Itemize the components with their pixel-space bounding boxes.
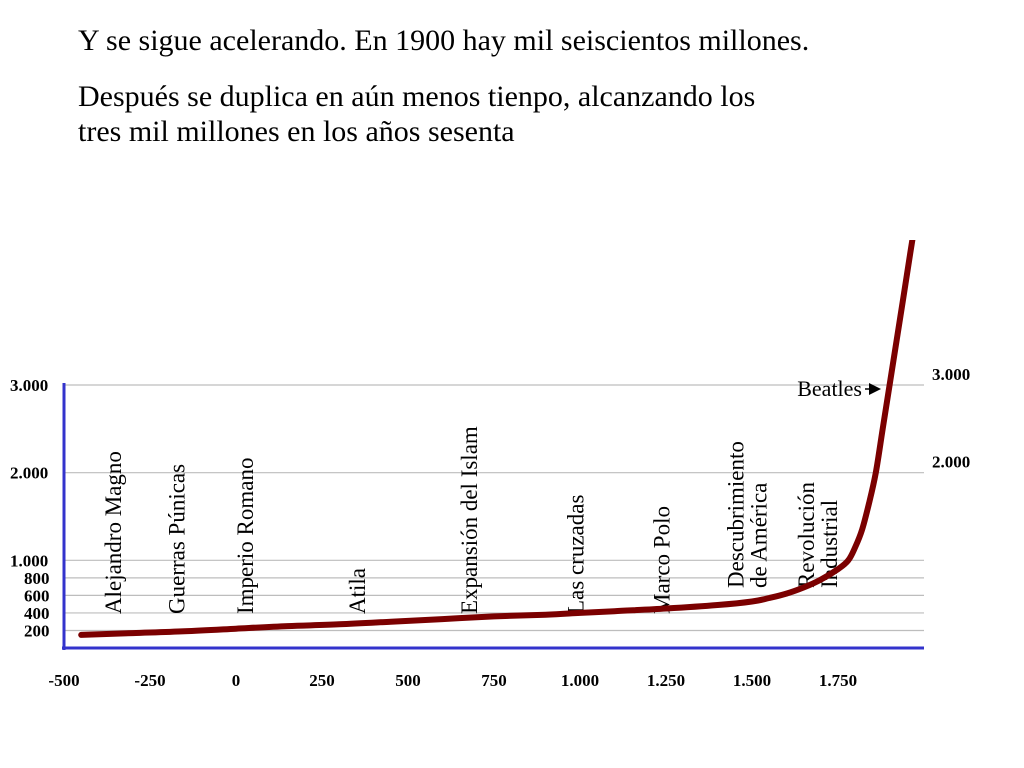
y-tick-label-600: 600 — [24, 586, 50, 605]
y-tick-label-800: 800 — [24, 569, 50, 588]
event-label-1: Guerras Púnicas — [164, 464, 189, 614]
event-label-line: Atila — [345, 568, 370, 614]
event-label-0: Alejandro Magno — [101, 451, 126, 614]
event-label-line: Imperio Romano — [233, 458, 258, 615]
event-label-line: Las cruzadas — [563, 495, 588, 614]
population-series-line — [78, 240, 916, 638]
axes — [62, 383, 924, 650]
y-tick-label-right-2000: 2.000 — [932, 453, 970, 472]
event-label-line: Guerras Púnicas — [164, 464, 189, 614]
y-tick-label-2000: 2.000 — [10, 464, 48, 483]
y-tick-label-3000: 3.000 — [10, 376, 48, 395]
x-tick-label-1250: 1.250 — [647, 671, 685, 690]
event-label-2: Imperio Romano — [233, 458, 258, 615]
slide-title-line-1: Y se sigue acelerando. En 1900 hay mil s… — [78, 24, 810, 57]
x-tick-label-500: 500 — [395, 671, 421, 690]
x-tick-label-1750: 1.750 — [819, 671, 857, 690]
annotations: Beatles — [797, 376, 881, 401]
event-label-4: Expansión del Islam — [457, 426, 482, 614]
slide-subtitle-line-2: tres mil millones en los años sesenta — [78, 115, 515, 148]
event-label-line: Alejandro Magno — [101, 451, 126, 614]
x-tick-label-0: 0 — [232, 671, 241, 690]
y-tick-label-right-3000: 3.000 — [932, 365, 970, 384]
population-curve — [78, 240, 916, 638]
y-tick-label-200: 200 — [24, 621, 50, 640]
x-tick-label-1500: 1.500 — [733, 671, 771, 690]
event-label-line: Expansión del Islam — [457, 426, 482, 614]
event-label-3: Atila — [345, 568, 370, 614]
tick-labels: 3.0002.0001.0008006004002003.0002.000-50… — [10, 365, 970, 690]
x-tick-label--500: -500 — [48, 671, 79, 690]
event-label-5: Las cruzadas — [563, 495, 588, 614]
event-label-line: de América — [746, 483, 771, 588]
x-tick-label--250: -250 — [134, 671, 165, 690]
x-tick-label-250: 250 — [309, 671, 335, 690]
y-tick-label-400: 400 — [24, 604, 50, 623]
event-label-line: Descubrimiento — [723, 441, 748, 588]
x-tick-label-750: 750 — [481, 671, 507, 690]
event-label-6: Marco Polo — [649, 506, 674, 614]
event-label-line: Revolución — [794, 481, 819, 588]
y-tick-label-1000: 1.000 — [10, 551, 48, 570]
event-labels: Alejandro Magno Guerras Púnicas Imperio Ro… — [101, 426, 842, 614]
x-tick-label-1000: 1.000 — [561, 671, 599, 690]
event-label-line: Marco Polo — [649, 506, 674, 614]
annotation-beatles: Beatles — [797, 376, 862, 401]
slide-subtitle-line-1: Después se duplica en aún menos tienpo, … — [78, 80, 756, 113]
